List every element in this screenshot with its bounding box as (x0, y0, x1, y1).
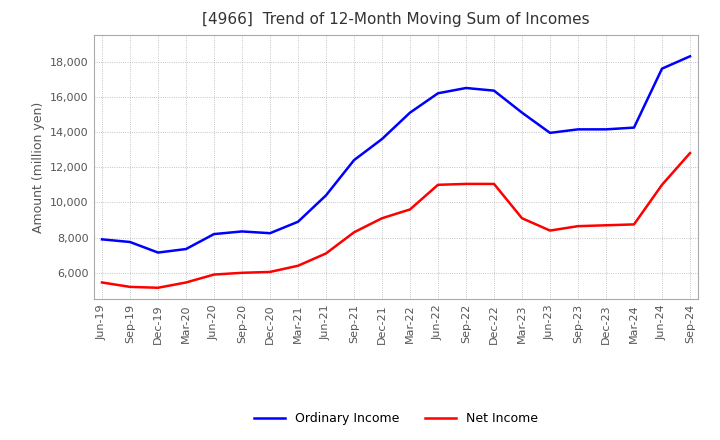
Net Income (685, 150, 694, 156)
Ordinary Income (518, 110, 526, 115)
Net Income (574, 224, 582, 229)
Ordinary Income (294, 219, 302, 224)
Net Income (405, 207, 414, 212)
Line: Net Income: Net Income (102, 153, 690, 288)
Net Income (210, 272, 218, 277)
Line: Ordinary Income: Ordinary Income (102, 56, 690, 253)
Net Income (238, 270, 246, 275)
Ordinary Income (405, 110, 414, 115)
Net Income (518, 216, 526, 221)
Ordinary Income (546, 130, 554, 136)
Ordinary Income (238, 229, 246, 234)
Ordinary Income (574, 127, 582, 132)
Ordinary Income (433, 91, 442, 96)
Net Income (126, 284, 135, 290)
Ordinary Income (378, 136, 387, 142)
Ordinary Income (98, 237, 107, 242)
Net Income (153, 285, 162, 290)
Net Income (266, 269, 274, 275)
Ordinary Income (462, 85, 470, 91)
Ordinary Income (266, 231, 274, 236)
Net Income (294, 263, 302, 268)
Net Income (490, 181, 498, 187)
Net Income (630, 222, 639, 227)
Ordinary Income (126, 239, 135, 245)
Net Income (181, 280, 190, 285)
Legend: Ordinary Income, Net Income: Ordinary Income, Net Income (249, 407, 543, 430)
Ordinary Income (322, 193, 330, 198)
Net Income (602, 223, 611, 228)
Ordinary Income (685, 54, 694, 59)
Ordinary Income (657, 66, 666, 71)
Net Income (350, 230, 359, 235)
Ordinary Income (630, 125, 639, 130)
Net Income (98, 280, 107, 285)
Net Income (378, 216, 387, 221)
Y-axis label: Amount (million yen): Amount (million yen) (32, 102, 45, 233)
Ordinary Income (490, 88, 498, 93)
Ordinary Income (210, 231, 218, 237)
Net Income (657, 182, 666, 187)
Ordinary Income (602, 127, 611, 132)
Net Income (462, 181, 470, 187)
Net Income (322, 251, 330, 256)
Ordinary Income (181, 246, 190, 252)
Net Income (433, 182, 442, 187)
Title: [4966]  Trend of 12-Month Moving Sum of Incomes: [4966] Trend of 12-Month Moving Sum of I… (202, 12, 590, 27)
Net Income (546, 228, 554, 233)
Ordinary Income (350, 158, 359, 163)
Ordinary Income (153, 250, 162, 255)
